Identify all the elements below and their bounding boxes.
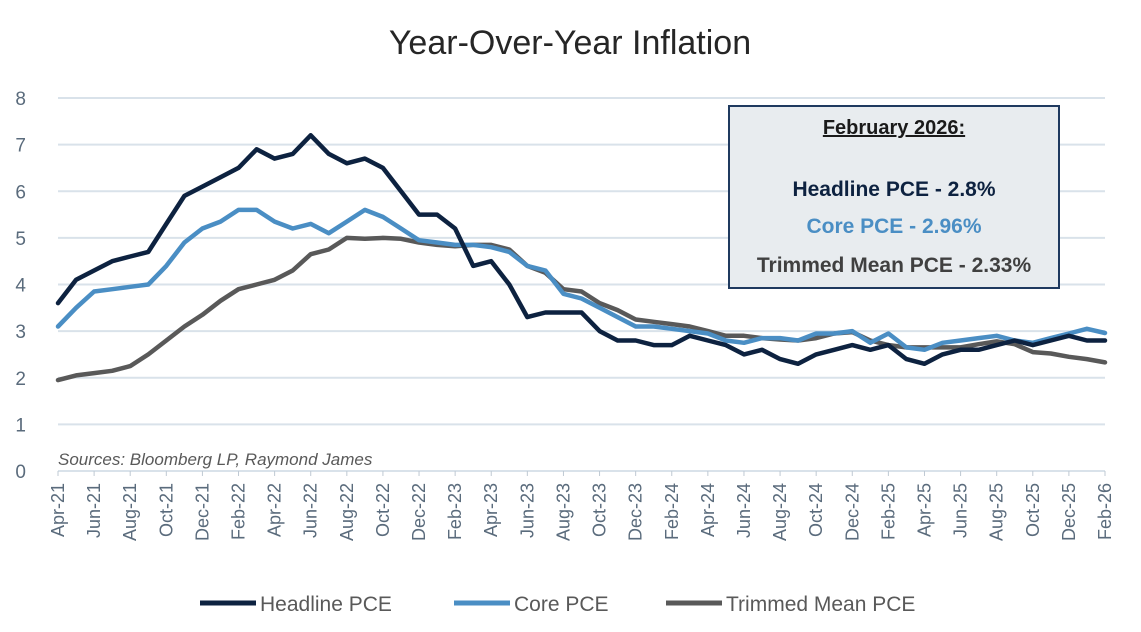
callout-headline-value: Headline PCE - 2.8% <box>792 178 995 201</box>
y-tick-label: 4 <box>15 276 26 297</box>
x-tick-label: Jun-22 <box>301 483 321 538</box>
x-tick-label: Feb-26 <box>1095 483 1115 540</box>
y-tick-label: 7 <box>15 136 26 157</box>
callout-trimmed-value: Trimmed Mean PCE - 2.33% <box>757 254 1032 277</box>
legend: Headline PCE Core PCE Trimmed Mean PCE <box>200 593 915 616</box>
x-tick-label: Aug-23 <box>553 483 573 541</box>
x-tick-label: Oct-21 <box>156 483 176 537</box>
series-line-core-pce <box>55 207 1108 353</box>
x-tick-label: Jun-24 <box>734 483 754 538</box>
callout-title: February 2026: <box>823 117 965 139</box>
x-tick-label: Oct-25 <box>1023 483 1043 537</box>
y-tick-label: 3 <box>15 322 26 343</box>
y-tick-label: 2 <box>15 369 26 390</box>
x-tick-label: Jun-23 <box>517 483 537 538</box>
x-tick-label: Apr-22 <box>265 483 285 537</box>
x-tick-label: Apr-21 <box>48 483 68 537</box>
x-tick-label: Oct-22 <box>373 483 393 537</box>
x-tick-label: Oct-24 <box>806 483 826 537</box>
y-tick-label: 8 <box>15 89 26 110</box>
x-tick-label: Feb-22 <box>229 483 249 540</box>
x-tick-label: Jun-21 <box>84 483 104 538</box>
legend-label: Headline PCE <box>260 593 392 616</box>
x-tick-label: Dec-21 <box>192 483 212 541</box>
x-tick-label: Jun-25 <box>951 483 971 538</box>
gridlines <box>58 97 1105 472</box>
x-tick-label: Dec-22 <box>409 483 429 541</box>
y-tick-label: 1 <box>15 415 26 436</box>
x-tick-label: Feb-24 <box>662 483 682 540</box>
x-tick-label: Feb-25 <box>878 483 898 540</box>
x-tick-label: Dec-24 <box>842 483 862 541</box>
callout-background <box>728 105 1060 289</box>
x-tick-label: Oct-23 <box>590 483 610 537</box>
x-tick-label: Aug-22 <box>337 483 357 541</box>
y-tick-label: 6 <box>15 182 26 203</box>
x-tick-label: Dec-25 <box>1059 483 1079 541</box>
legend-label: Trimmed Mean PCE <box>726 593 915 616</box>
y-tick-label: 0 <box>15 462 26 483</box>
x-tick-label: Aug-25 <box>987 483 1007 541</box>
x-tick-label: Feb-23 <box>445 483 465 540</box>
callout-box: February 2026: Headline PCE - 2.8% Core … <box>728 105 1060 289</box>
x-tick-label: Apr-24 <box>698 483 718 537</box>
x-tick-label: Dec-23 <box>626 483 646 541</box>
x-axis-ticks: Apr-21 Jun-21 Aug-21 Oct-21 Dec-21 Feb-22 Apr-… <box>48 471 1115 541</box>
x-tick-label: Apr-23 <box>481 483 501 537</box>
x-tick-label: Apr-25 <box>914 483 934 537</box>
chart-title: Year-Over-Year Inflation <box>389 24 751 62</box>
series-line-headline-pce <box>55 133 1108 367</box>
legend-label: Core PCE <box>514 593 609 616</box>
source-note: Sources: Bloomberg LP, Raymond James <box>58 450 373 469</box>
x-tick-label: Aug-21 <box>120 483 140 541</box>
callout-core-value: Core PCE - 2.96% <box>806 215 981 238</box>
series-lines <box>55 133 1108 383</box>
y-tick-label: 5 <box>15 229 26 250</box>
x-tick-label: Aug-24 <box>770 483 790 541</box>
y-axis-ticks: 0 1 2 3 4 5 6 7 8 <box>15 89 26 483</box>
